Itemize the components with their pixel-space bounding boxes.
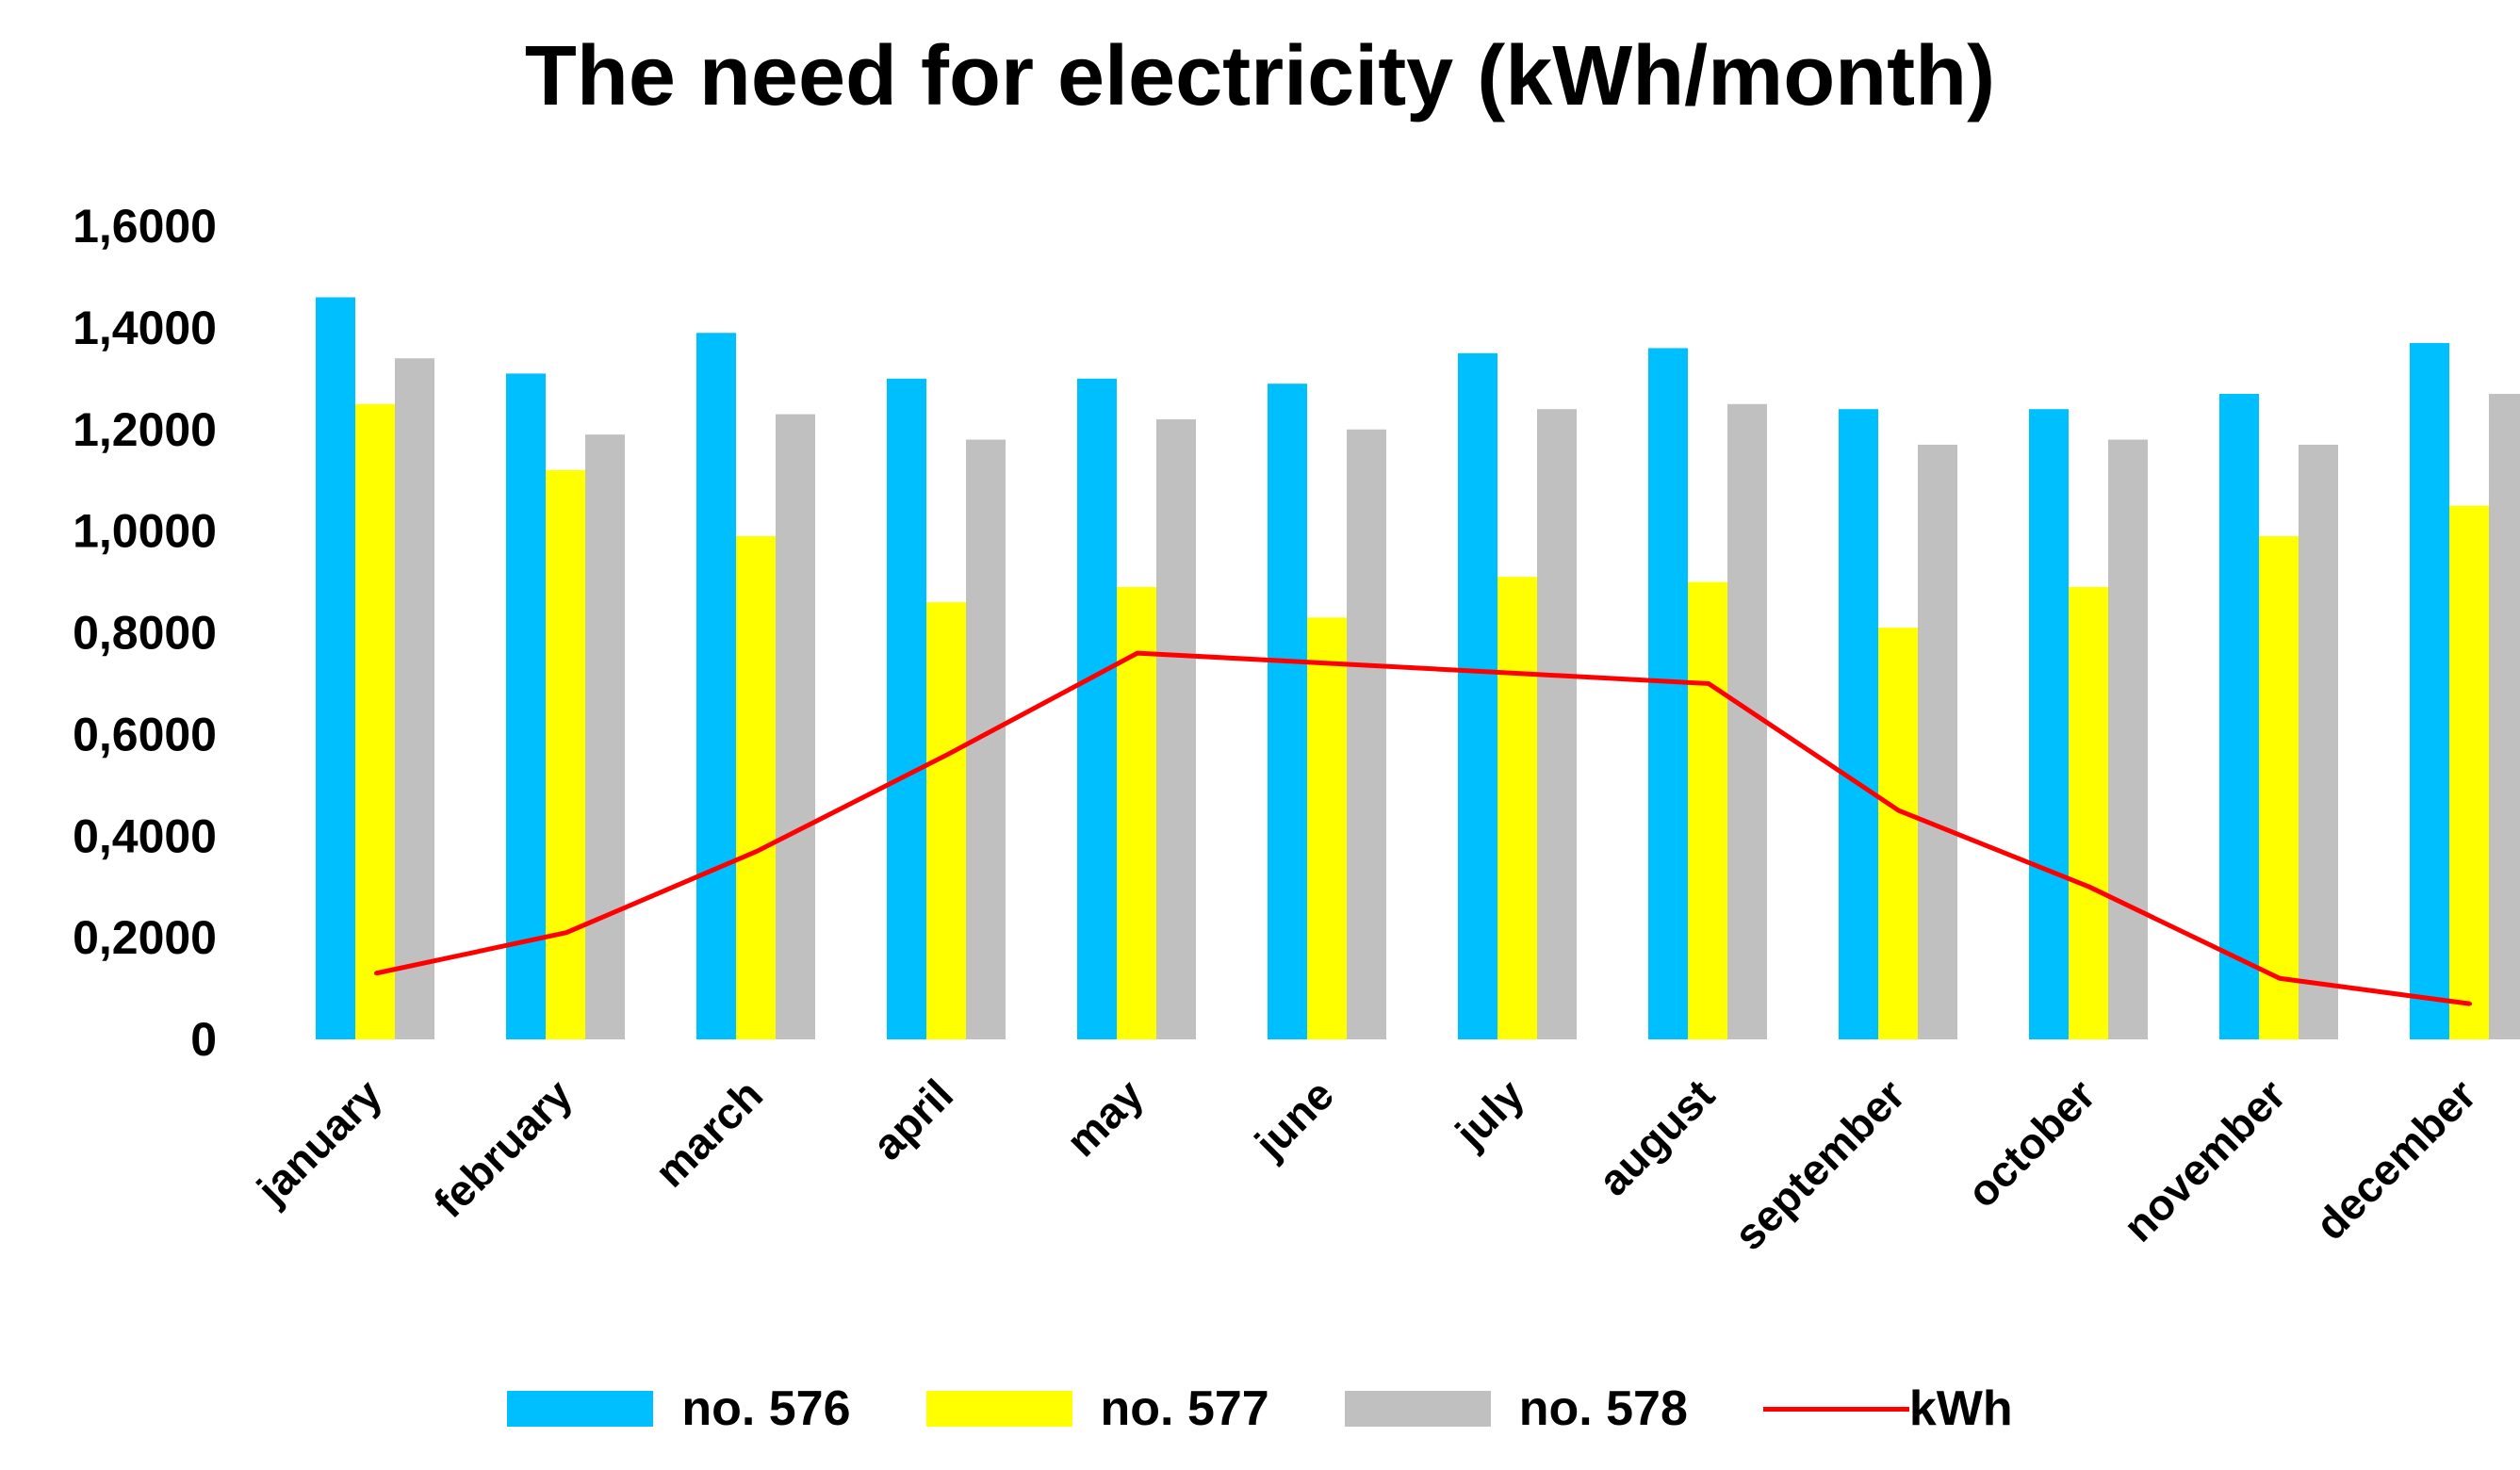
- y-tick-label: 0: [190, 1013, 217, 1066]
- bar-no-578-may: [1156, 418, 1196, 1039]
- y-tick-label: 1,4000: [73, 302, 217, 354]
- line-point-may: [1136, 651, 1139, 656]
- x-tick-label-september: september: [1725, 1070, 1914, 1259]
- bar-no-576-may: [1077, 378, 1117, 1039]
- bar-no-578-october: [2108, 439, 2148, 1040]
- x-tick-label-april: april: [863, 1070, 962, 1168]
- legend-swatch-no-577: [925, 1391, 1072, 1427]
- legend-label-no-576: no. 576: [681, 1381, 851, 1436]
- line-point-november: [2278, 976, 2282, 981]
- bar-no-576-february: [506, 373, 546, 1039]
- legend: no. 576 no. 577 no. 578 kWh: [0, 1380, 2520, 1437]
- legend-item-no-576: no. 576: [507, 1380, 851, 1437]
- bars: [316, 297, 2520, 1040]
- legend-item-no-578: no. 578: [1344, 1380, 1688, 1437]
- bar-no-578-november: [2299, 444, 2338, 1039]
- bar-no-578-february: [585, 434, 625, 1039]
- x-tick-label-february: february: [424, 1070, 581, 1227]
- x-tick-label-january: january: [247, 1070, 391, 1214]
- y-tick-label: 1,2000: [73, 403, 217, 456]
- line-point-february: [565, 930, 568, 935]
- legend-swatch-no-578: [1344, 1391, 1491, 1427]
- legend-label-no-577: no. 577: [1100, 1381, 1269, 1436]
- bar-no-577-june: [1307, 617, 1347, 1039]
- bar-no-577-april: [926, 602, 966, 1039]
- bar-no-576-september: [1839, 409, 1878, 1039]
- bar-no-577-november: [2259, 536, 2299, 1039]
- legend-label-kwh: kWh: [1908, 1381, 2013, 1436]
- bar-no-578-september: [1918, 444, 1957, 1039]
- bar-no-577-september: [1878, 628, 1918, 1039]
- x-tick-label-december: december: [2306, 1070, 2486, 1250]
- line-point-march: [755, 849, 759, 854]
- bar-no-577-october: [2069, 586, 2108, 1039]
- bar-no-578-january: [395, 358, 434, 1039]
- y-tick-label: 1,6000: [73, 200, 217, 253]
- bar-no-577-december: [2449, 505, 2489, 1039]
- line-point-june: [1326, 661, 1330, 665]
- x-tick-label-march: march: [646, 1070, 772, 1196]
- bar-no-577-july: [1497, 577, 1537, 1039]
- line-point-december: [2468, 1002, 2472, 1006]
- x-axis-labels: january february march april may june july augu…: [247, 1070, 2485, 1260]
- bar-no-576-july: [1458, 352, 1497, 1039]
- bar-no-578-august: [1727, 403, 1767, 1039]
- legend-item-no-577: no. 577: [925, 1380, 1269, 1437]
- y-tick-label: 0,2000: [73, 911, 217, 964]
- legend-line-kwh: [1762, 1406, 1909, 1412]
- bar-no-578-december: [2489, 393, 2520, 1039]
- y-tick-label: 1,0000: [73, 505, 217, 558]
- bar-no-576-october: [2029, 409, 2069, 1039]
- bar-no-576-august: [1648, 348, 1688, 1039]
- bar-no-577-august: [1688, 581, 1727, 1039]
- x-tick-label-june: june: [1245, 1070, 1343, 1168]
- legend-label-no-578: no. 578: [1518, 1381, 1688, 1436]
- bar-no-578-march: [776, 414, 815, 1040]
- y-axis-ticks: 0 0,2000 0,4000 0,6000 0,8000 1,0000 1,2000 1,4…: [73, 200, 217, 1066]
- y-tick-label: 0,6000: [73, 708, 217, 760]
- bar-no-578-july: [1537, 409, 1577, 1039]
- line-point-january: [374, 971, 378, 975]
- x-tick-label-july: july: [1446, 1070, 1534, 1158]
- x-tick-label-may: may: [1056, 1070, 1153, 1166]
- x-tick-label-november: november: [2114, 1070, 2295, 1250]
- y-tick-label: 0,8000: [73, 607, 217, 660]
- bar-no-577-february: [546, 469, 585, 1039]
- legend-item-kwh: kWh: [1762, 1380, 2013, 1437]
- line-layer: [374, 650, 2472, 1006]
- bar-no-576-december: [2410, 343, 2449, 1039]
- bar-no-577-march: [736, 536, 776, 1039]
- bar-no-576-january: [316, 297, 355, 1039]
- line-point-august: [1707, 681, 1710, 686]
- line-point-october: [2087, 885, 2091, 890]
- bar-no-576-march: [696, 333, 736, 1039]
- y-tick-label: 0,4000: [73, 809, 217, 862]
- bar-no-576-november: [2219, 393, 2259, 1039]
- bar-no-576-june: [1268, 384, 1307, 1039]
- bar-no-576-april: [887, 378, 926, 1039]
- chart-title: The need for electricity (kWh/month): [524, 29, 1996, 123]
- legend-swatch-no-576: [507, 1391, 654, 1427]
- line-kwh: [375, 650, 2471, 1006]
- bar-no-577-january: [355, 403, 395, 1039]
- x-tick-label-october: october: [1957, 1070, 2104, 1217]
- line-point-july: [1516, 671, 1520, 676]
- bar-no-578-june: [1347, 429, 1386, 1039]
- line-point-september: [1897, 808, 1901, 813]
- x-tick-label-august: august: [1589, 1070, 1724, 1204]
- line-point-april: [945, 752, 949, 757]
